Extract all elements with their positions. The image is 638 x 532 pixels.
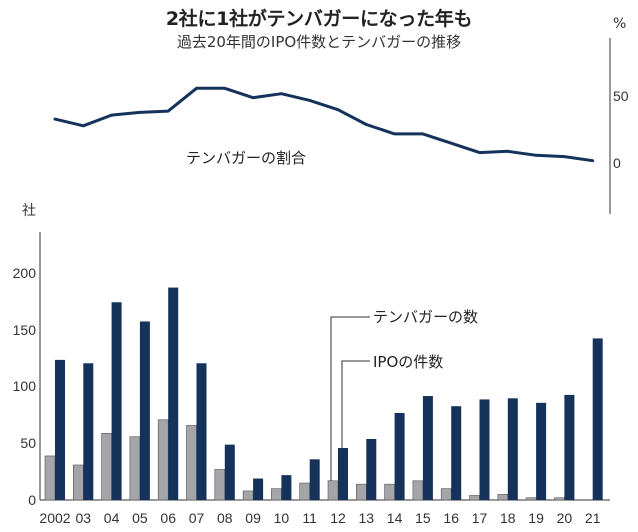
tenbagger-bar bbox=[186, 425, 197, 501]
tenbagger-callout-label: テンバガーの数 bbox=[373, 308, 478, 326]
x-tick-label: 04 bbox=[104, 510, 120, 526]
ipo-bar bbox=[507, 398, 518, 500]
line-series-label: テンバガーの割合 bbox=[186, 149, 306, 167]
ipo-bar-chart: 社 200 150 100 50 0 2002 03 04 05 06 07 08 09 10 1… bbox=[13, 203, 610, 526]
bar-y-tick-label: 50 bbox=[20, 435, 36, 451]
ipo-bar bbox=[168, 287, 179, 500]
bar-y-tick-label: 200 bbox=[13, 265, 37, 281]
tenbagger-bar bbox=[355, 483, 367, 501]
ratio-line-chart: % 50 0 テンバガーの割合 bbox=[53, 16, 629, 214]
ipo-bar bbox=[592, 338, 603, 500]
ipo-bar bbox=[451, 406, 462, 500]
ipo-bar bbox=[422, 396, 433, 500]
x-tick-label: 05 bbox=[132, 510, 148, 526]
x-tick-label: 06 bbox=[160, 510, 176, 526]
ipo-bar bbox=[309, 459, 320, 500]
bar-y-tick-label: 0 bbox=[28, 492, 36, 508]
chart-subtitle: 過去20年間のIPO件数とテンバガーの推移 bbox=[176, 33, 462, 51]
x-tick-label: 16 bbox=[443, 510, 459, 526]
x-tick-label: 10 bbox=[274, 510, 290, 526]
ipo-bar bbox=[536, 402, 547, 500]
ipo-bar bbox=[111, 302, 122, 500]
tenbagger-bar bbox=[469, 495, 480, 501]
tenbagger-bar bbox=[214, 469, 226, 501]
tenbagger-bar bbox=[327, 480, 339, 501]
line-y-tick-label: 50 bbox=[613, 88, 629, 104]
ratio-series-line bbox=[53, 86, 595, 163]
bar-y-tick-label: 100 bbox=[13, 378, 37, 394]
x-tick-label: 15 bbox=[415, 510, 431, 526]
x-tick-label: 18 bbox=[500, 510, 516, 526]
tenbagger-bar bbox=[157, 419, 169, 501]
x-tick-label: 19 bbox=[528, 510, 544, 526]
ipo-bar bbox=[281, 475, 292, 500]
ipo-bar bbox=[83, 363, 94, 500]
tenbagger-bar bbox=[73, 464, 84, 501]
tenbagger-bar bbox=[384, 483, 395, 501]
ipo-bar bbox=[479, 399, 490, 500]
ipo-bar bbox=[394, 412, 405, 500]
x-tick-label: 13 bbox=[359, 510, 375, 526]
x-tick-label: 09 bbox=[245, 510, 261, 526]
ipo-bar bbox=[55, 359, 65, 500]
bar-group bbox=[44, 287, 603, 501]
x-tick-label: 07 bbox=[189, 510, 205, 526]
x-tick-label: 11 bbox=[302, 510, 317, 526]
tenbagger-callout-line bbox=[330, 316, 370, 481]
tenbagger-bar bbox=[242, 490, 254, 501]
x-tick-label: 03 bbox=[76, 510, 92, 526]
x-tick-label: 14 bbox=[387, 510, 403, 526]
ipo-bar bbox=[366, 438, 377, 500]
x-tick-label: 17 bbox=[472, 510, 488, 526]
bar-y-tick-label: 150 bbox=[13, 322, 37, 338]
ipo-bar bbox=[224, 444, 235, 500]
tenbagger-bar bbox=[44, 455, 56, 501]
line-unit-label: % bbox=[613, 16, 626, 32]
x-tick-label: 08 bbox=[217, 510, 233, 526]
ipo-bar bbox=[139, 321, 150, 500]
tenbagger-bar bbox=[299, 482, 311, 501]
tenbagger-bar bbox=[525, 497, 537, 501]
ipo-bar bbox=[338, 448, 348, 500]
tenbagger-bar bbox=[412, 480, 424, 501]
tenbagger-bar bbox=[101, 433, 112, 501]
ipo-callout-line bbox=[341, 360, 370, 450]
ipo-bar bbox=[253, 478, 264, 500]
tenbagger-bar bbox=[271, 488, 282, 501]
bar-unit-label: 社 bbox=[22, 203, 36, 219]
ipo-bar bbox=[564, 394, 575, 500]
tenbagger-bar bbox=[554, 497, 565, 501]
x-tick-label: 21 bbox=[585, 510, 601, 526]
chart-title: 2社に1社がテンバガーになった年も bbox=[165, 8, 473, 30]
x-tick-label: 2002 bbox=[39, 510, 70, 526]
ipo-callout-label: IPOの件数 bbox=[373, 353, 443, 371]
tenbagger-bar bbox=[129, 436, 141, 501]
x-tick-labels: 2002 03 04 05 06 07 08 09 10 11 12 13 14 15 16 17 18 19 20… bbox=[39, 510, 600, 526]
ipo-bar bbox=[196, 363, 207, 500]
line-y-tick-label: 0 bbox=[613, 155, 621, 171]
tenbagger-bar bbox=[497, 494, 509, 501]
x-tick-label: 20 bbox=[557, 510, 573, 526]
tenbagger-bar bbox=[440, 488, 452, 501]
x-tick-label: 12 bbox=[330, 510, 346, 526]
